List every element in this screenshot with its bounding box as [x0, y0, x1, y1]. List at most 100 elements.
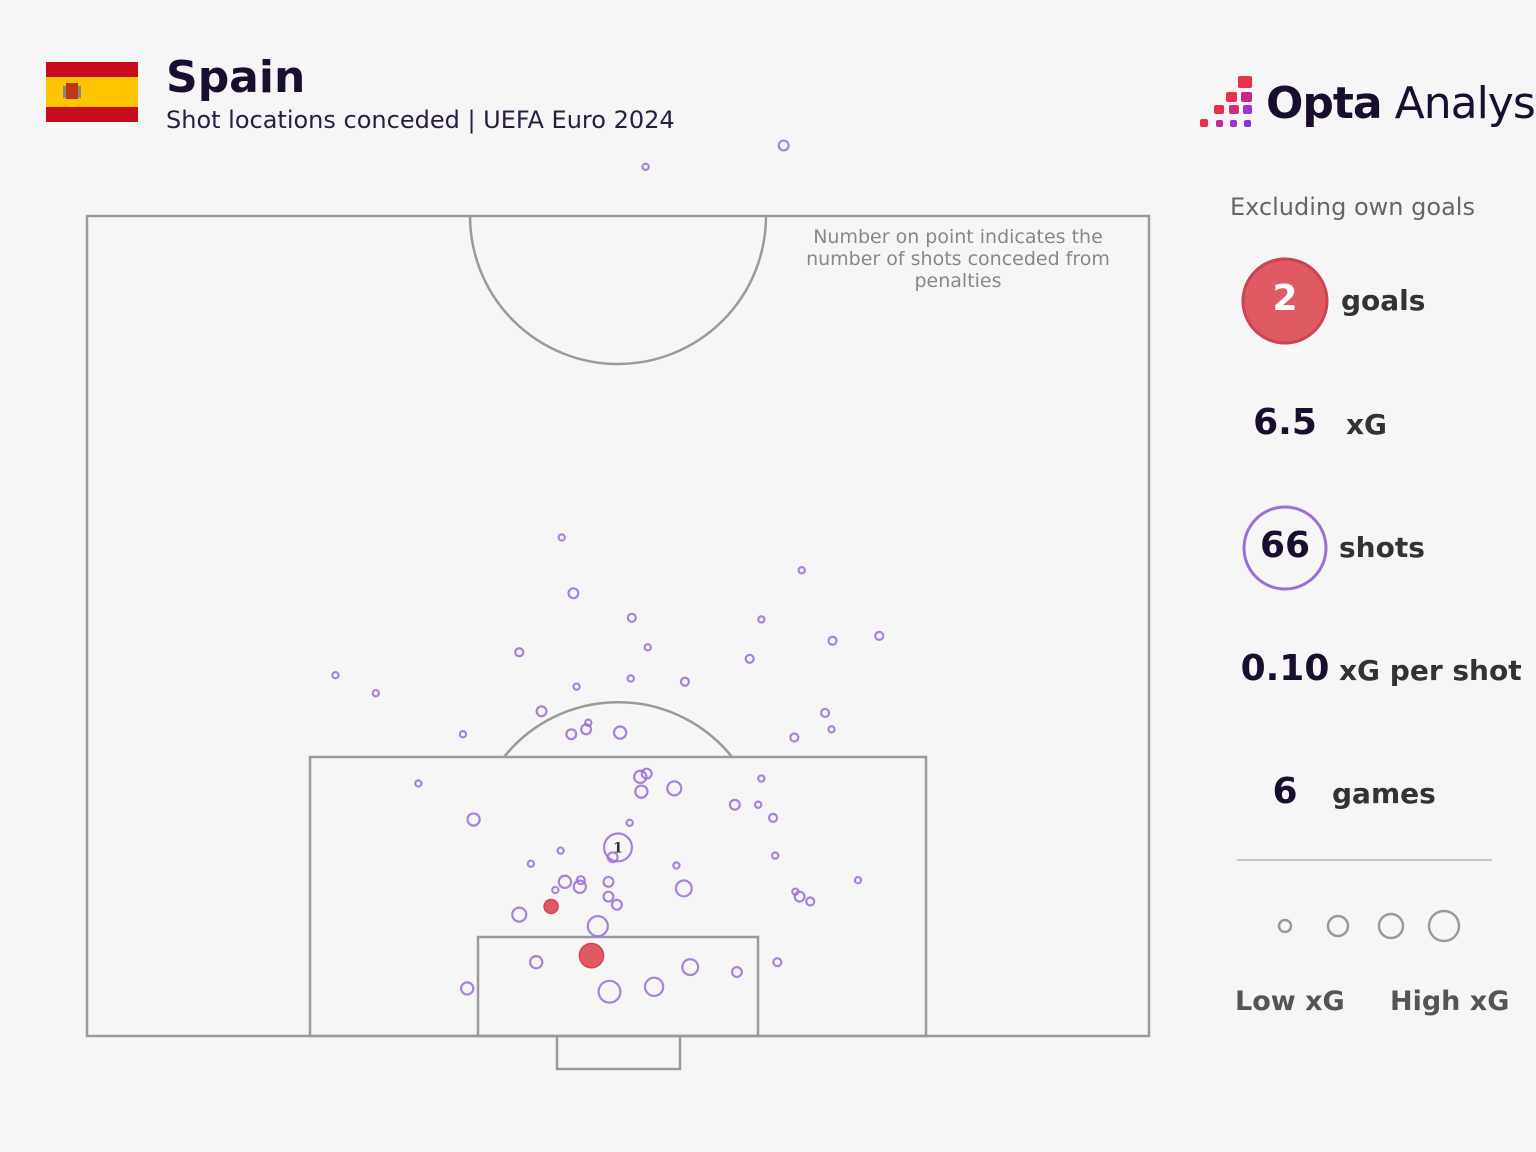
shot-point [606, 851, 619, 864]
penalty-arc [503, 700, 733, 758]
six-yard-box [476, 935, 760, 1038]
goal-point [543, 898, 559, 915]
shot-point [602, 875, 615, 888]
shot-point [827, 725, 836, 734]
chart-note: Number on point indicates the number of … [806, 226, 1110, 292]
shot-point [772, 957, 783, 968]
shot-point [874, 630, 885, 641]
page-subtitle: Shot locations conceded | UEFA Euro 2024 [166, 106, 675, 134]
shot-point [640, 767, 653, 780]
shots-label: shots [1339, 531, 1425, 564]
shot-point [757, 615, 766, 624]
shot-point [643, 643, 652, 652]
shot-point [602, 890, 615, 903]
pitch-outline [85, 214, 1151, 1038]
legend-circle-high [1427, 909, 1461, 943]
shot-point [331, 671, 340, 680]
shot-point [575, 875, 586, 886]
shot-point [797, 566, 806, 575]
shot-point [641, 162, 650, 171]
shot-point [666, 780, 683, 797]
shot-point [674, 879, 693, 898]
shot-point [626, 674, 635, 683]
logo-light: Analyst [1394, 78, 1536, 129]
shot-point [511, 906, 528, 923]
xg-size-legend [1277, 909, 1461, 943]
shot-point [753, 800, 763, 809]
shot-point [633, 769, 648, 785]
shot-point [626, 612, 637, 623]
shot-point [459, 981, 475, 996]
goals-value: 2 [1272, 278, 1298, 319]
shot-point [805, 896, 816, 907]
shot-point [535, 705, 548, 718]
shot-point [557, 874, 573, 890]
shot-point [744, 653, 755, 664]
shot-point [625, 818, 634, 828]
pitch-markings [85, 214, 1151, 1071]
shot-point [777, 139, 790, 152]
xg-value: 6.5 [1253, 402, 1317, 443]
penalty-shot-point [602, 832, 633, 863]
shot-point [610, 898, 623, 911]
shot-point [793, 890, 806, 903]
xg-per-shot-label: xG per shot [1339, 654, 1522, 687]
shot-point [767, 812, 779, 823]
penalty-box [308, 755, 928, 1038]
shot-point [572, 879, 587, 894]
shot-point [514, 647, 525, 658]
goal-point [578, 942, 605, 969]
penalty-count-label: 1 [613, 840, 623, 856]
goals-label: goals [1341, 284, 1426, 317]
shot-point [679, 676, 691, 687]
shot-point [612, 725, 628, 740]
shot-point [853, 876, 863, 885]
panel-caption: Excluding own goals [1230, 193, 1475, 221]
shot-point [634, 784, 649, 799]
xg-per-shot-value: 0.10 [1240, 648, 1330, 689]
legend-circle-low [1277, 918, 1293, 934]
shot-point [819, 707, 831, 719]
shot-point [572, 682, 581, 691]
games-value: 6 [1272, 771, 1298, 812]
divider [1237, 859, 1492, 861]
shot-point [551, 885, 560, 895]
shot-point [789, 732, 800, 743]
legend-high-label: High xG [1390, 986, 1510, 1017]
spain-flag-icon [46, 62, 138, 122]
shot-point [466, 812, 481, 827]
goals-circle [1241, 257, 1329, 345]
shot-point [728, 798, 741, 811]
shot-point [643, 976, 665, 998]
shot-point [529, 955, 544, 970]
shot-point [556, 846, 565, 855]
shot-point [565, 728, 578, 741]
opta-logo-icon [1200, 76, 1252, 127]
xg-label: xG [1346, 408, 1388, 441]
shot-point [414, 779, 423, 788]
opta-analyst-logo: Opta Analyst [1266, 78, 1536, 129]
shot-point [567, 587, 580, 600]
center-circle [468, 215, 768, 366]
page-title: Spain [166, 52, 306, 103]
shot-point [770, 851, 780, 860]
shot-point [597, 979, 622, 1004]
games-label: games [1332, 777, 1436, 810]
shots-value: 66 [1259, 525, 1311, 566]
shot-point [681, 958, 700, 977]
shot-point [586, 915, 609, 938]
shot-point [757, 774, 766, 783]
shot-map: 1 [85, 139, 1151, 1071]
shot-point [672, 861, 681, 870]
legend-circle-mid-high [1377, 912, 1405, 940]
shot-point [458, 730, 468, 739]
goal [555, 1036, 682, 1071]
shot-point [557, 533, 566, 542]
shot-point [827, 635, 838, 646]
shot-point [371, 689, 381, 698]
legend-circle-mid-low [1326, 914, 1350, 938]
shots-circle [1242, 505, 1328, 591]
shot-point [730, 966, 743, 979]
legend-low-label: Low xG [1235, 986, 1345, 1017]
shot-point [526, 859, 536, 869]
